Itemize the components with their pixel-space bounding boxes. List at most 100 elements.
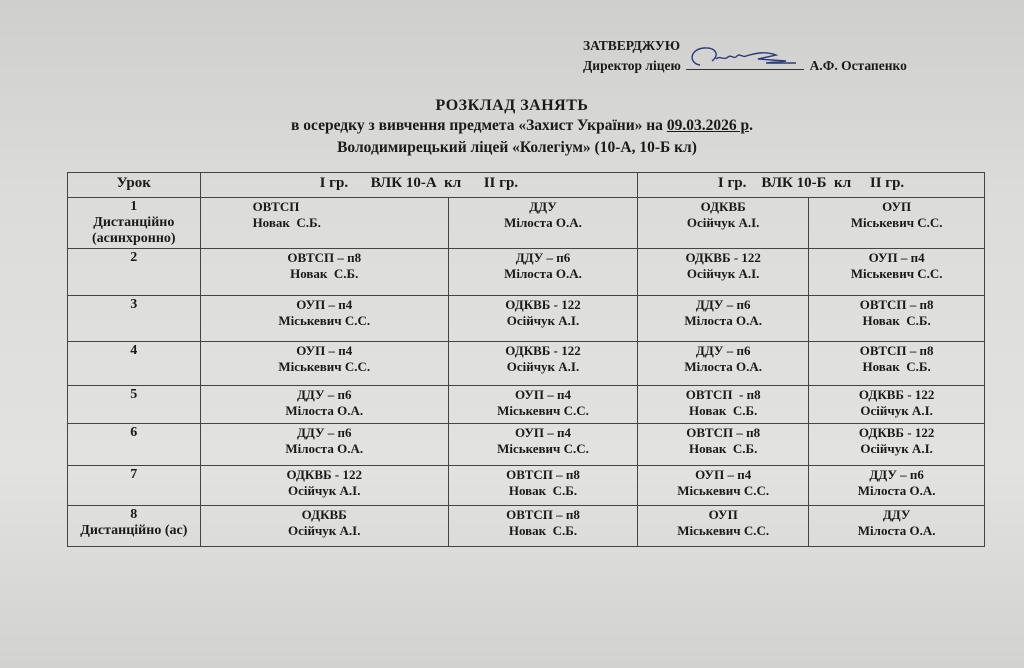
subject-cell: ОВТСП – п8 Новак С.Б. [447,465,639,506]
subject-name: ДДУ – п6 [296,387,352,402]
lesson-cell: 2 [67,248,201,296]
lesson-cell: 5 [67,385,201,424]
teacher-name: Осійчук А.І. [686,215,760,230]
school-name: Володимирецький ліцей «Колегіум» (10-А, … [337,139,697,156]
teacher-name: Осійчук А.І. [860,441,933,456]
lesson-text: 5 [130,387,138,402]
subject-name: ОДКВБ - 122 [685,250,761,265]
subject-cell: ОВТСП Новак С.Б. [199,197,449,249]
approval-block: ЗАТВЕРДЖУЮ Директор ліцею А.Ф. Остапенко [583,36,907,75]
teacher-name: Мілоста О.А. [285,403,364,418]
lesson-text: (асинхронно) [91,231,176,246]
header-class-10b: І гр. ВЛК 10-Б кл ІІ гр. [637,172,985,198]
subject-cell: ДДУ Мілоста О.А. [808,505,985,547]
subject-cell: ОУП – п4 Міськевич С.С. [447,423,639,466]
teacher-name: Міськевич С.С. [677,483,770,498]
lesson-text: 4 [130,343,138,358]
document-title: РОЗКЛАД ЗАНЯТЬ [435,97,589,114]
subject-name: ОВТСП – п8 [686,425,761,440]
teacher-name: Міськевич С.С. [497,441,589,456]
subject-name: ДДУ – п6 [695,297,751,312]
subject-cell: ОДКВБ - 122 Осійчук А.І. [447,295,639,342]
teacher-name: Мілоста О.А. [504,266,582,281]
table-row: 3 ОУП – п4 Міськевич С.С. ОДКВБ - 122 Осійчу… [67,295,985,342]
subject-cell: ОУП – п4 Міськевич С.С. [199,341,449,386]
subject-cell: ДДУ – п6 Мілоста О.А. [199,385,449,424]
signature-image [686,47,805,70]
teacher-name: Новак С.Б. [689,441,758,456]
schedule-date: 09.03.2026 р [666,117,750,134]
teacher-name: Мілоста О.А. [857,483,936,498]
subject-name: ОВТСП – п8 [506,467,580,482]
subject-name: ОВТСП – п8 [859,343,934,358]
teacher-name: Новак С.Б. [252,215,321,230]
date-suffix: . [749,117,753,134]
subject-cell: ОУП – п4 Міськевич С.С. [808,248,985,296]
subject-cell: ОУП Міськевич С.С. [808,197,985,249]
lesson-cell: 1 Дистанційно (асинхронно) [67,197,201,249]
subject-name: ДДУ [882,507,911,522]
subject-name: ОДКВБ - 122 [505,297,581,312]
lesson-cell: 4 [67,341,201,386]
subject-cell: ОДКВБ - 122 Осійчук А.І. [637,248,810,296]
subject-name: ОУП – п4 [868,250,925,265]
subject-name: ОУП – п4 [514,425,572,440]
subject-cell: ОДКВБ - 122 Осійчук А.І. [808,423,985,466]
subject-cell: ОВТСП – п8 Новак С.Б. [199,248,449,296]
header-lesson: Урок [67,172,201,198]
teacher-name: Мілоста О.А. [684,359,763,374]
subject-cell: ОУП – п4 Міськевич С.С. [637,465,810,506]
subject-cell: ОДКВБ - 122 Осійчук А.І. [199,465,449,506]
lesson-text: 6 [130,425,138,440]
subject-name: ОВТСП – п8 [506,507,580,522]
subject-name: ОУП – п4 [296,297,353,312]
subject-cell: ОДКВБ - 122 Осійчук А.І. [808,385,985,424]
subject-name: ДДУ – п6 [296,425,352,440]
table-row: 8 Дистанційно (ас) ОДКВБ Осійчук А.І. ОВТСП … [67,505,985,547]
teacher-name: Міськевич С.С. [677,523,770,538]
subject-name: ОУП – п4 [514,387,572,402]
table-row: 6 ДДУ – п6 Мілоста О.А. ОУП – п4 Міськевич С… [67,423,985,466]
subject-cell: ОВТСП – п8 Новак С.Б. [447,505,639,547]
teacher-name: Міськевич С.С. [850,266,943,281]
subject-cell: ДДУ Мілоста О.А. [447,197,639,249]
lesson-text: 2 [130,250,138,265]
subject-name: ОДКВБ - 122 [505,343,581,358]
subject-cell: ОУП Міськевич С.С. [637,505,810,547]
lesson-cell: 3 [67,295,201,342]
subject-cell: ОУП – п4 Міськевич С.С. [199,295,449,342]
teacher-name: Новак С.Б. [290,266,359,281]
lesson-cell: 8 Дистанційно (ас) [67,505,201,547]
subject-name: ОДКВБ [700,199,746,214]
teacher-name: Мілоста О.А. [285,441,364,456]
subject-cell: ДДУ – п6 Мілоста О.А. [637,295,810,342]
teacher-name: Осійчук А.І. [287,523,361,538]
subject-name: ОУП [708,507,738,522]
subject-name: ОДКВБ - 122 [286,467,362,482]
subject-name: ДДУ [529,199,557,214]
lesson-cell: 7 [67,465,201,506]
teacher-name: Міськевич С.С. [278,359,371,374]
subject-name: ДДУ – п6 [515,250,571,265]
lesson-text: 1 [130,199,138,214]
subject-cell: ДДУ – п6 Мілоста О.А. [808,465,985,506]
teacher-name: Мілоста О.А. [504,215,582,230]
schedule-table: Урок І гр. ВЛК 10-А кл ІІ гр. І гр. ВЛК … [67,172,985,547]
teacher-name: Мілоста О.А. [684,313,763,328]
approval-position: Директор ліцею [583,58,681,73]
subject-name: ОУП [882,199,912,214]
teacher-name: Новак С.Б. [689,403,758,418]
header-class-10a: І гр. ВЛК 10-А кл ІІ гр. [199,172,639,198]
lesson-text: Дистанційно (ас) [80,523,188,538]
teacher-name: Новак С.Б. [508,523,578,538]
subject-cell: ОДКВБ Осійчук А.І. [637,197,810,249]
table-row: 2 ОВТСП – п8 Новак С.Б. ДДУ – п6 Мілоста О.А… [67,248,985,296]
subject-cell: ДДУ – п6 Мілоста О.А. [199,423,449,466]
subject-cell: ОВТСП – п8 Новак С.Б. [808,295,985,342]
subject-cell: ДДУ – п6 Мілоста О.А. [447,248,639,296]
subject-name: ОУП – п4 [296,343,353,358]
teacher-name: Осійчук А.І. [860,403,933,418]
subject-cell: ОДКВБ - 122 Осійчук А.І. [447,341,639,386]
subject-name: ОВТСП [252,199,300,214]
approval-heading: ЗАТВЕРДЖУЮ [583,38,681,53]
